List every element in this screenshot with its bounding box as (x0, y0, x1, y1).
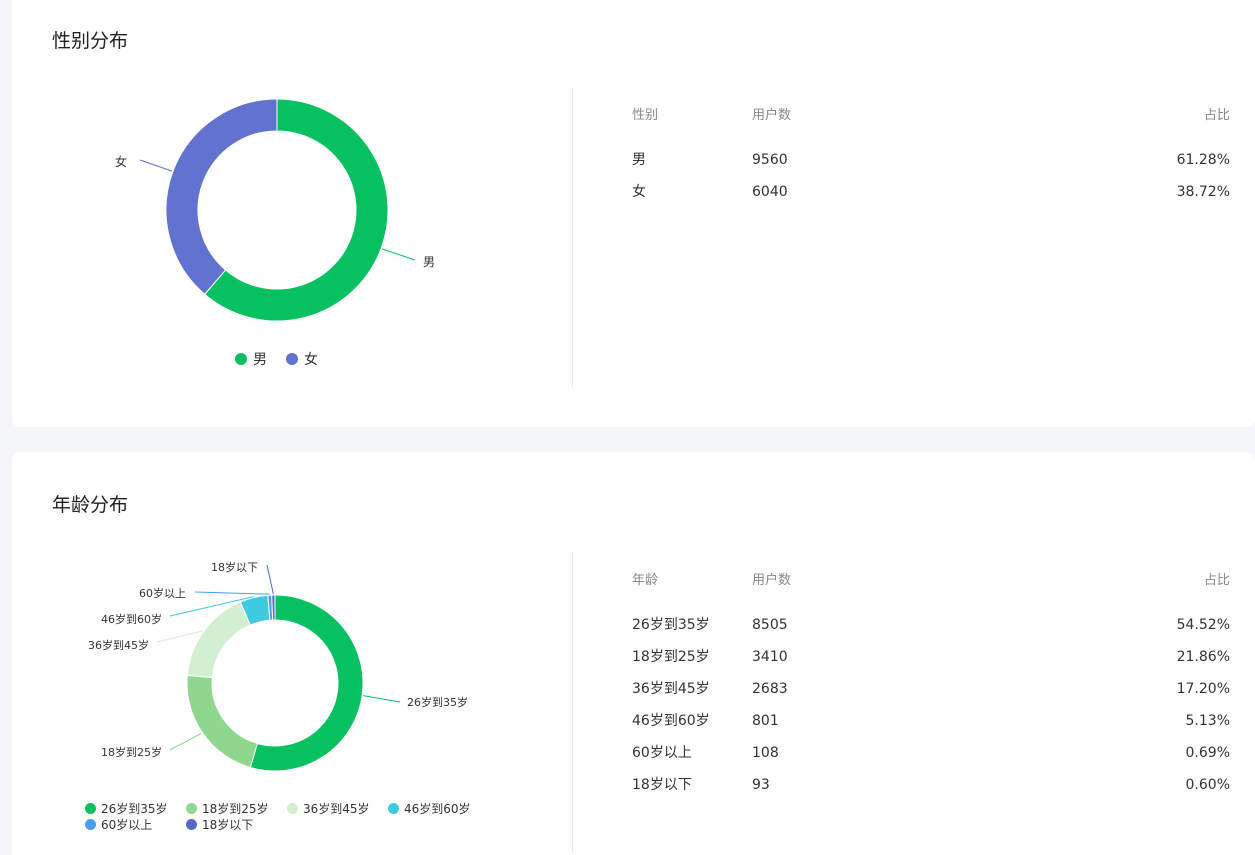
slice-label-0: 26岁到35岁 (407, 695, 468, 709)
gender-table: 性别 用户数 占比 男 9560 61.28% 女 6040 38.72% (632, 100, 1230, 208)
row-label: 36岁到45岁 (632, 681, 710, 697)
slice-label-3: 46岁到60岁 (101, 612, 162, 626)
age-card: 年龄分布 26岁到35岁 18岁到25岁 36岁到45岁 46岁到60岁 60岁以上 18… (12, 452, 1255, 855)
slice-label-4: 60岁以上 (139, 586, 186, 600)
table-row: 女 6040 38.72% (632, 176, 1230, 208)
slice-label-2: 36岁到45岁 (88, 638, 149, 652)
row-count: 801 (752, 713, 779, 729)
row-label: 26岁到35岁 (632, 617, 710, 633)
row-label: 46岁到60岁 (632, 713, 710, 729)
header-gender: 性别 (632, 108, 659, 123)
legend-label: 46岁到60岁 (404, 802, 471, 816)
legend-label: 女 (304, 352, 318, 368)
legend-item-36-45[interactable]: 36岁到45岁 (287, 800, 370, 817)
slice-0[interactable] (204, 98, 389, 322)
header-users: 用户数 (752, 108, 792, 123)
table-row: 18岁以下 93 0.60% (632, 769, 1230, 801)
legend-label: 60岁以上 (101, 818, 153, 832)
table-row: 男 9560 61.28% (632, 144, 1230, 176)
row-pct: 0.69% (1185, 745, 1230, 761)
legend-item-female[interactable]: 女 (286, 349, 318, 369)
slice-label-1: 女 (115, 154, 127, 169)
row-label: 18岁到25岁 (632, 649, 710, 665)
label-line-2 (156, 630, 204, 643)
gender-card: 性别分布 男女 男 女 性别 用户数 占比 男 9560 61.28% 女 60… (12, 0, 1255, 427)
table-row: 18岁到25岁 3410 21.86% (632, 641, 1230, 673)
row-count: 8505 (752, 617, 788, 633)
label-line-0 (381, 248, 416, 261)
gender-donut-chart: 男女 (115, 98, 435, 322)
legend-item-under-18[interactable]: 18岁以下 (186, 816, 253, 833)
table-header: 年龄 用户数 占比 (632, 565, 1230, 597)
row-pct: 38.72% (1176, 184, 1230, 200)
row-count: 9560 (752, 152, 788, 168)
row-pct: 21.86% (1176, 649, 1230, 665)
row-pct: 17.20% (1176, 681, 1230, 697)
label-line-1 (139, 159, 173, 172)
table-row: 26岁到35岁 8505 54.52% (632, 609, 1230, 641)
row-label: 男 (632, 152, 646, 168)
table-header: 性别 用户数 占比 (632, 100, 1230, 132)
slice-1[interactable] (186, 674, 258, 769)
table-row: 36岁到45岁 2683 17.20% (632, 673, 1230, 705)
legend-label: 18岁以下 (202, 818, 254, 832)
label-line-1 (169, 732, 202, 751)
label-line-5 (266, 564, 274, 595)
age-donut-chart: 26岁到35岁 18岁到25岁 36岁到45岁 46岁到60岁 60岁以上 18岁以下 (88, 560, 468, 772)
row-count: 6040 (752, 184, 788, 200)
table-row: 46岁到60岁 801 5.13% (632, 705, 1230, 737)
header-age: 年龄 (632, 573, 659, 588)
legend-item-46-60[interactable]: 46岁到60岁 (388, 800, 471, 817)
row-count: 3410 (752, 649, 788, 665)
row-pct: 54.52% (1176, 617, 1230, 633)
row-count: 2683 (752, 681, 788, 697)
legend-item-60-plus[interactable]: 60岁以上 (85, 816, 152, 833)
table-row: 60岁以上 108 0.69% (632, 737, 1230, 769)
row-label: 60岁以上 (632, 745, 692, 761)
legend-label: 男 (253, 352, 267, 368)
legend-dot (186, 803, 197, 814)
legend-item-male[interactable]: 男 (235, 349, 267, 369)
legend-dot (85, 819, 96, 830)
legend-dot (287, 803, 298, 814)
label-line-4 (194, 591, 270, 595)
slice-label-0: 男 (423, 255, 435, 269)
row-count: 108 (752, 745, 779, 761)
divider (572, 552, 573, 852)
legend-item-18-25[interactable]: 18岁到25岁 (186, 800, 269, 817)
row-count: 93 (752, 777, 770, 793)
row-pct: 61.28% (1176, 152, 1230, 168)
slice-label-1: 18岁到25岁 (101, 745, 162, 759)
legend-label: 18岁到25岁 (202, 802, 269, 816)
legend-dot (235, 353, 247, 365)
slice-1[interactable] (165, 98, 278, 295)
header-ratio: 占比 (1203, 108, 1230, 123)
divider (572, 88, 573, 387)
row-pct: 0.60% (1185, 777, 1230, 793)
slice-0[interactable] (249, 594, 364, 772)
legend-item-26-35[interactable]: 26岁到35岁 (85, 800, 168, 817)
row-pct: 5.13% (1185, 713, 1230, 729)
label-line-3 (169, 596, 254, 617)
header-ratio: 占比 (1203, 573, 1230, 588)
header-users: 用户数 (752, 573, 792, 588)
row-label: 18岁以下 (632, 777, 692, 793)
slice-2[interactable] (186, 601, 251, 679)
legend-label: 26岁到35岁 (101, 802, 168, 816)
age-table: 年龄 用户数 占比 26岁到35岁 8505 54.52% 18岁到25岁 34… (632, 565, 1230, 801)
slice-5[interactable] (271, 594, 276, 621)
slice-label-5: 18岁以下 (211, 560, 258, 574)
label-line-0 (363, 695, 401, 703)
gender-title: 性别分布 (52, 30, 129, 52)
age-title: 年龄分布 (52, 494, 129, 516)
legend-dot (186, 819, 197, 830)
legend-label: 36岁到45岁 (303, 802, 370, 816)
row-label: 女 (632, 184, 646, 200)
legend-dot (286, 353, 298, 365)
legend-dot (85, 803, 96, 814)
legend-dot (388, 803, 399, 814)
